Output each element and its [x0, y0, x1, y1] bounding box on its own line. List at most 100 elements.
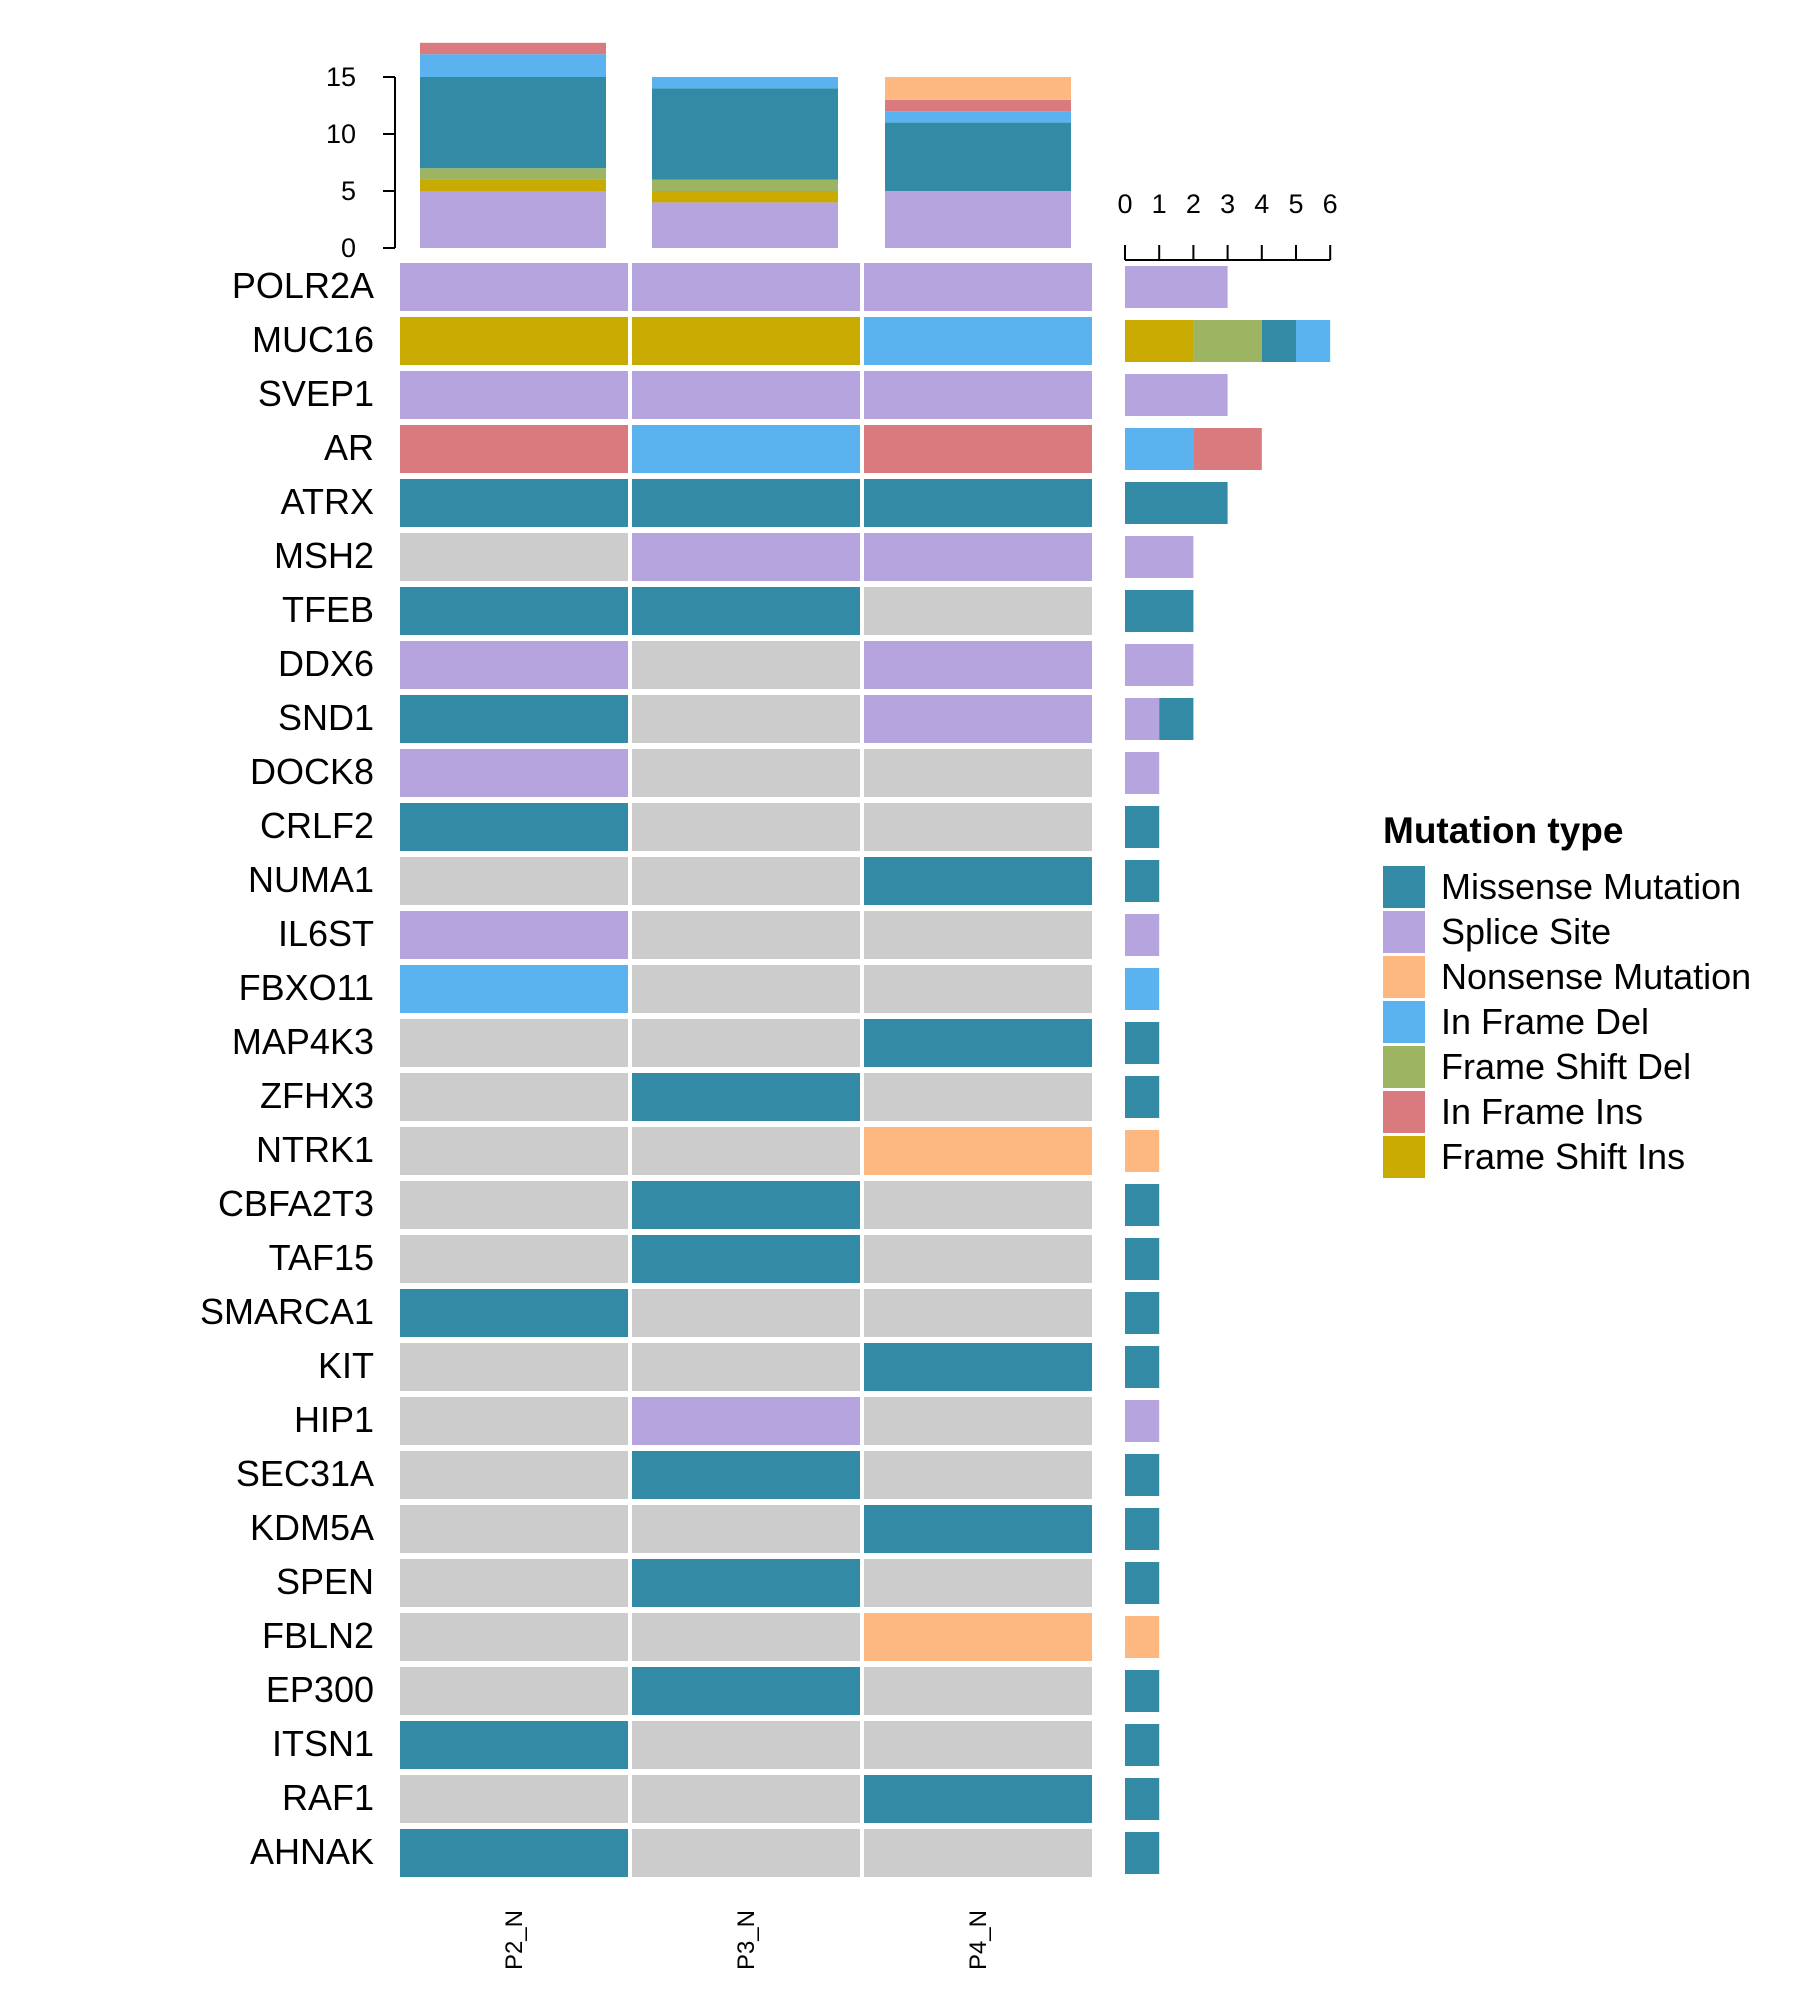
right-barplot [1125, 266, 1331, 1874]
legend-swatch-nonsense-mutation [1383, 956, 1425, 998]
right-bar-muc16-in-frame-del [1296, 320, 1331, 362]
cell-smarca1-p3-n [632, 1289, 860, 1337]
cell-msh2-p2-n [400, 533, 628, 581]
cell-crlf2-p4-n [864, 803, 1092, 851]
cell-svep1-p2-n [400, 371, 628, 419]
cell-muc16-p2-n [400, 317, 628, 365]
right-bar-sec31a-missense-mutation [1125, 1454, 1160, 1496]
top-bar-p3-n-frame-shift-ins [652, 191, 838, 203]
cell-dock8-p3-n [632, 749, 860, 797]
cell-raf1-p4-n [864, 1775, 1092, 1823]
gene-label-muc16: MUC16 [252, 319, 374, 360]
gene-label-hip1: HIP1 [294, 1399, 374, 1440]
cell-ep300-p4-n [864, 1667, 1092, 1715]
top-bar-p4-n-nonsense-mutation [885, 77, 1071, 100]
cell-hip1-p4-n [864, 1397, 1092, 1445]
right-bar-ntrk1-nonsense-mutation [1125, 1130, 1160, 1172]
top-bar-p3-n-splice-site [652, 202, 838, 248]
cell-taf15-p3-n [632, 1235, 860, 1283]
cell-svep1-p4-n [864, 371, 1092, 419]
cell-taf15-p4-n [864, 1235, 1092, 1283]
right-bar-kdm5a-missense-mutation [1125, 1508, 1160, 1550]
cell-zfhx3-p2-n [400, 1073, 628, 1121]
legend-swatch-frame-shift-ins [1383, 1136, 1425, 1178]
cell-spen-p4-n [864, 1559, 1092, 1607]
cell-atrx-p4-n [864, 479, 1092, 527]
cell-smarca1-p2-n [400, 1289, 628, 1337]
right-bar-muc16-missense-mutation [1261, 320, 1296, 362]
right-axis-tick-label-5: 5 [1288, 189, 1303, 219]
cell-ddx6-p2-n [400, 641, 628, 689]
gene-label-smarca1: SMARCA1 [200, 1291, 374, 1332]
gene-label-taf15: TAF15 [269, 1237, 374, 1278]
top-bar-p3-n-frame-shift-del [652, 179, 838, 191]
cell-hip1-p3-n [632, 1397, 860, 1445]
cell-ep300-p2-n [400, 1667, 628, 1715]
cell-msh2-p4-n [864, 533, 1092, 581]
gene-label-kit: KIT [318, 1345, 374, 1386]
cell-polr2a-p4-n [864, 263, 1092, 311]
right-bar-atrx-missense-mutation [1125, 482, 1228, 524]
cell-fbln2-p3-n [632, 1613, 860, 1661]
cell-tfeb-p2-n [400, 587, 628, 635]
right-bar-map4k3-missense-mutation [1125, 1022, 1160, 1064]
cell-snd1-p3-n [632, 695, 860, 743]
cell-ar-p3-n [632, 425, 860, 473]
right-axis-tick-label-4: 4 [1254, 189, 1269, 219]
cell-crlf2-p2-n [400, 803, 628, 851]
cell-map4k3-p4-n [864, 1019, 1092, 1067]
legend-label-in-frame-del: In Frame Del [1441, 1001, 1649, 1042]
cell-raf1-p3-n [632, 1775, 860, 1823]
cell-fbln2-p4-n [864, 1613, 1092, 1661]
cell-kdm5a-p3-n [632, 1505, 860, 1553]
cell-kdm5a-p4-n [864, 1505, 1092, 1553]
cell-msh2-p3-n [632, 533, 860, 581]
cell-ntrk1-p2-n [400, 1127, 628, 1175]
cell-cbfa2t3-p4-n [864, 1181, 1092, 1229]
cell-ntrk1-p4-n [864, 1127, 1092, 1175]
right-bar-ar-in-frame-ins [1193, 428, 1262, 470]
cell-il6st-p3-n [632, 911, 860, 959]
legend-swatch-missense-mutation [1383, 866, 1425, 908]
cell-numa1-p4-n [864, 857, 1092, 905]
cell-spen-p2-n [400, 1559, 628, 1607]
right-bar-msh2-splice-site [1125, 536, 1194, 578]
gene-label-tfeb: TFEB [282, 589, 374, 630]
cell-kit-p2-n [400, 1343, 628, 1391]
cell-cbfa2t3-p2-n [400, 1181, 628, 1229]
gene-label-snd1: SND1 [278, 697, 374, 738]
top-bar-p4-n-missense-mutation [885, 122, 1071, 191]
cell-atrx-p2-n [400, 479, 628, 527]
cell-snd1-p4-n [864, 695, 1092, 743]
top-barplot [420, 42, 1071, 248]
cell-svep1-p3-n [632, 371, 860, 419]
cell-fbln2-p2-n [400, 1613, 628, 1661]
cell-spen-p3-n [632, 1559, 860, 1607]
legend-swatch-in-frame-ins [1383, 1091, 1425, 1133]
right-axis-tick-label-6: 6 [1323, 189, 1338, 219]
cell-map4k3-p2-n [400, 1019, 628, 1067]
top-bar-p3-n-missense-mutation [652, 88, 838, 180]
gene-label-polr2a: POLR2A [232, 265, 374, 306]
legend-label-missense-mutation: Missense Mutation [1441, 866, 1741, 907]
right-bar-fbxo11-in-frame-del [1125, 968, 1160, 1010]
top-bar-p4-n-in-frame-ins [885, 99, 1071, 112]
cell-cbfa2t3-p3-n [632, 1181, 860, 1229]
cell-tfeb-p3-n [632, 587, 860, 635]
legend-label-nonsense-mutation: Nonsense Mutation [1441, 956, 1751, 997]
cell-ahnak-p4-n [864, 1829, 1092, 1877]
sample-label-p3-n: P3_N [733, 1910, 760, 1970]
right-bar-dock8-splice-site [1125, 752, 1160, 794]
gene-label-ahnak: AHNAK [250, 1831, 374, 1872]
cell-ddx6-p3-n [632, 641, 860, 689]
right-bar-cbfa2t3-missense-mutation [1125, 1184, 1160, 1226]
top-axis-tick-label-0: 0 [341, 233, 356, 263]
top-bar-p4-n-in-frame-del [885, 111, 1071, 123]
right-bar-itsn1-missense-mutation [1125, 1724, 1160, 1766]
right-axis-tick-label-3: 3 [1220, 189, 1235, 219]
right-bar-numa1-missense-mutation [1125, 860, 1160, 902]
top-bar-p2-n-frame-shift-ins [420, 179, 606, 191]
legend-label-frame-shift-del: Frame Shift Del [1441, 1046, 1691, 1087]
gene-label-msh2: MSH2 [274, 535, 374, 576]
